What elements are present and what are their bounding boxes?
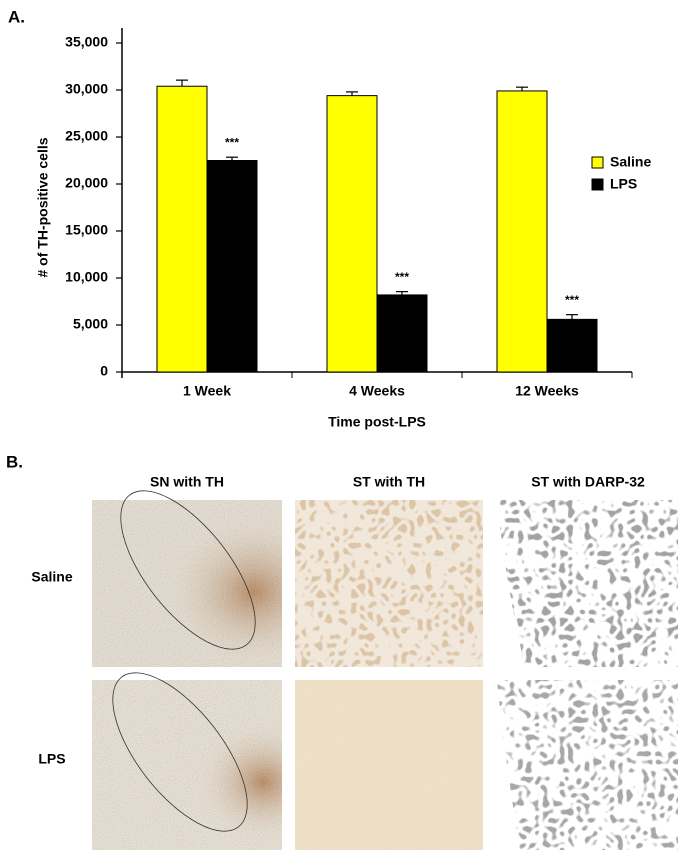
error-bar: [176, 79, 188, 87]
legend-label: LPS: [610, 176, 637, 192]
error-bar: [566, 314, 578, 320]
panel-label: A.: [8, 7, 25, 26]
legend-swatch: [591, 178, 604, 191]
bar: [206, 160, 258, 373]
significance: ***: [225, 135, 239, 149]
column-label: ST with DARP-32: [531, 474, 645, 490]
error-bar: [346, 91, 358, 96]
row-label: Saline: [31, 569, 72, 585]
bar: [546, 318, 598, 373]
significance: ***: [565, 293, 579, 307]
y-tick-label: 5,000: [73, 316, 108, 332]
bar: [496, 90, 548, 373]
y-tick-label: 20,000: [65, 175, 108, 191]
error-bar: [396, 291, 408, 295]
x-tick-label: 1 Week: [183, 383, 231, 399]
bar: [156, 85, 208, 373]
y-tick-label: 10,000: [65, 269, 108, 285]
micrograph-st-lps: [295, 680, 483, 850]
y-tick-label: 25,000: [65, 128, 108, 144]
column-label: SN with TH: [150, 474, 224, 490]
bar: [326, 95, 378, 373]
y-tick-label: 30,000: [65, 81, 108, 97]
panel-label: B.: [6, 452, 23, 471]
micrograph-darp-saline: [497, 500, 678, 667]
error-bar: [516, 86, 528, 91]
micrograph-darp-lps: [497, 680, 678, 850]
micrograph-sn-saline: [92, 490, 282, 667]
error-bar: [226, 156, 238, 161]
micrograph-st-saline: [295, 500, 483, 667]
x-tick-label: 4 Weeks: [349, 383, 405, 399]
x-axis-label: Time post-LPS: [328, 414, 426, 430]
y-axis-label: # of TH-positive cells: [35, 137, 51, 277]
micrograph-sn-lps: [92, 672, 282, 850]
legend-swatch: [591, 156, 604, 169]
column-label: ST with TH: [353, 474, 425, 490]
row-label: LPS: [38, 751, 65, 767]
y-tick-label: 15,000: [65, 222, 108, 238]
significance: ***: [395, 270, 409, 284]
x-tick-label: 12 Weeks: [515, 383, 579, 399]
bar: [376, 294, 428, 373]
y-tick-label: 35,000: [65, 34, 108, 50]
y-tick-label: 0: [100, 363, 108, 379]
legend-label: Saline: [610, 154, 651, 170]
